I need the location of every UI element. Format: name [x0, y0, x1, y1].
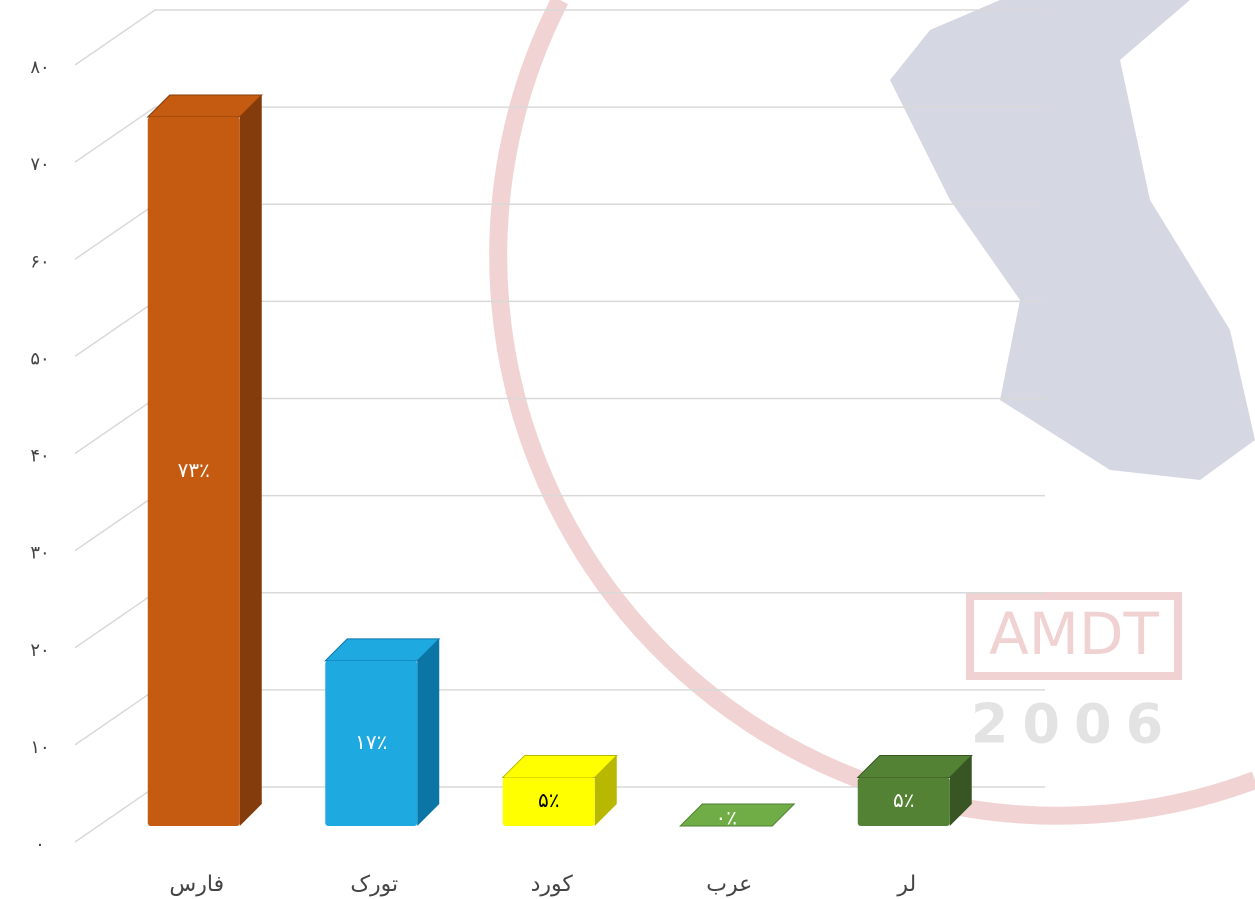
- bar-side: [949, 755, 972, 826]
- y-tick-label: ۲۰: [30, 640, 49, 661]
- y-tick-label: ۱۰: [30, 737, 49, 758]
- y-tick-label: ۴۰: [30, 446, 49, 467]
- y-tick-label: ۳۰: [30, 543, 49, 564]
- bar-side: [594, 755, 617, 826]
- x-tick-label: عرب: [706, 872, 752, 897]
- value-label: ۵٪: [538, 788, 559, 812]
- watermark-arc: [489, 0, 1255, 825]
- bar: [857, 777, 950, 826]
- y-tick-label: ۰: [35, 834, 45, 855]
- watermark: AMDT 2006: [489, 0, 1255, 825]
- watermark-text: AMDT: [989, 600, 1159, 668]
- watermark-box: [966, 592, 1182, 680]
- watermark-year: 2006: [971, 693, 1177, 756]
- bar: [502, 777, 595, 826]
- y-tick-label: ۵۰: [30, 348, 49, 369]
- value-label: ۰٪: [716, 806, 737, 830]
- value-label: ۷۳٪: [178, 458, 210, 482]
- value-label: ۱۷٪: [355, 730, 387, 754]
- watermark-map: [890, 0, 1255, 480]
- value-label: ۵٪: [893, 788, 914, 812]
- bar-side: [417, 638, 440, 826]
- x-tick-label: فارس: [169, 872, 224, 897]
- grid-line: [74, 9, 1045, 66]
- bar-top: [679, 803, 796, 827]
- bar: [147, 116, 240, 827]
- bar-side: [239, 94, 262, 827]
- y-tick-label: ۸۰: [30, 57, 49, 78]
- y-tick-label: ۶۰: [30, 251, 49, 272]
- y-tick-label: ۷۰: [30, 154, 49, 175]
- grid-line: [74, 106, 1045, 163]
- bar: [325, 660, 418, 826]
- x-tick-label: لر: [896, 872, 916, 897]
- x-tick-label: کورد: [531, 872, 574, 897]
- x-tick-label: تورک: [350, 872, 398, 897]
